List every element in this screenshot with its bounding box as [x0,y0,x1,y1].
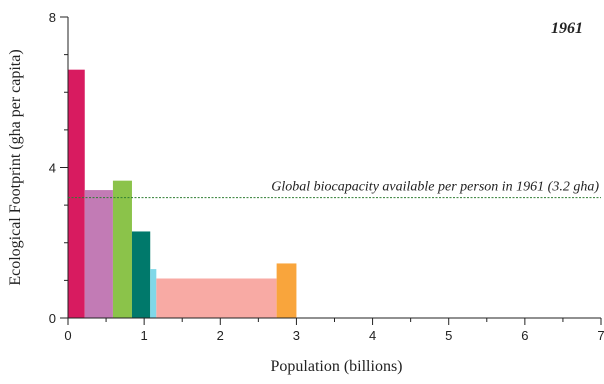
bar-1 [68,69,85,318]
y-tick-label: 0 [49,311,56,326]
chart-year-title: 1961 [551,20,583,37]
x-tick-label: 0 [64,328,71,343]
x-axis-title: Population (billions) [271,358,403,375]
bar-7 [276,263,297,318]
x-tick-label: 6 [521,328,528,343]
y-tick-label: 8 [49,10,56,25]
x-tick-label: 4 [369,328,376,343]
y-tick-label: 4 [49,161,56,176]
y-axis-title: Ecological Footprint (gha per capita) [7,49,24,285]
x-tick-label: 1 [141,328,148,343]
bar-2 [84,190,113,318]
bar-5 [150,269,157,318]
bars-layer [68,69,297,318]
x-tick-label: 7 [597,328,604,343]
ticks-layer: 0 4 8 0 1 2 3 4 5 6 7 [49,10,604,343]
biocapacity-reference-label: Global biocapacity available per person … [271,180,599,195]
bar-4 [131,231,151,318]
x-tick-label: 3 [293,328,300,343]
bar-3 [112,180,132,318]
x-tick-label: 5 [445,328,452,343]
bar-6 [156,278,277,318]
x-tick-label: 2 [217,328,224,343]
